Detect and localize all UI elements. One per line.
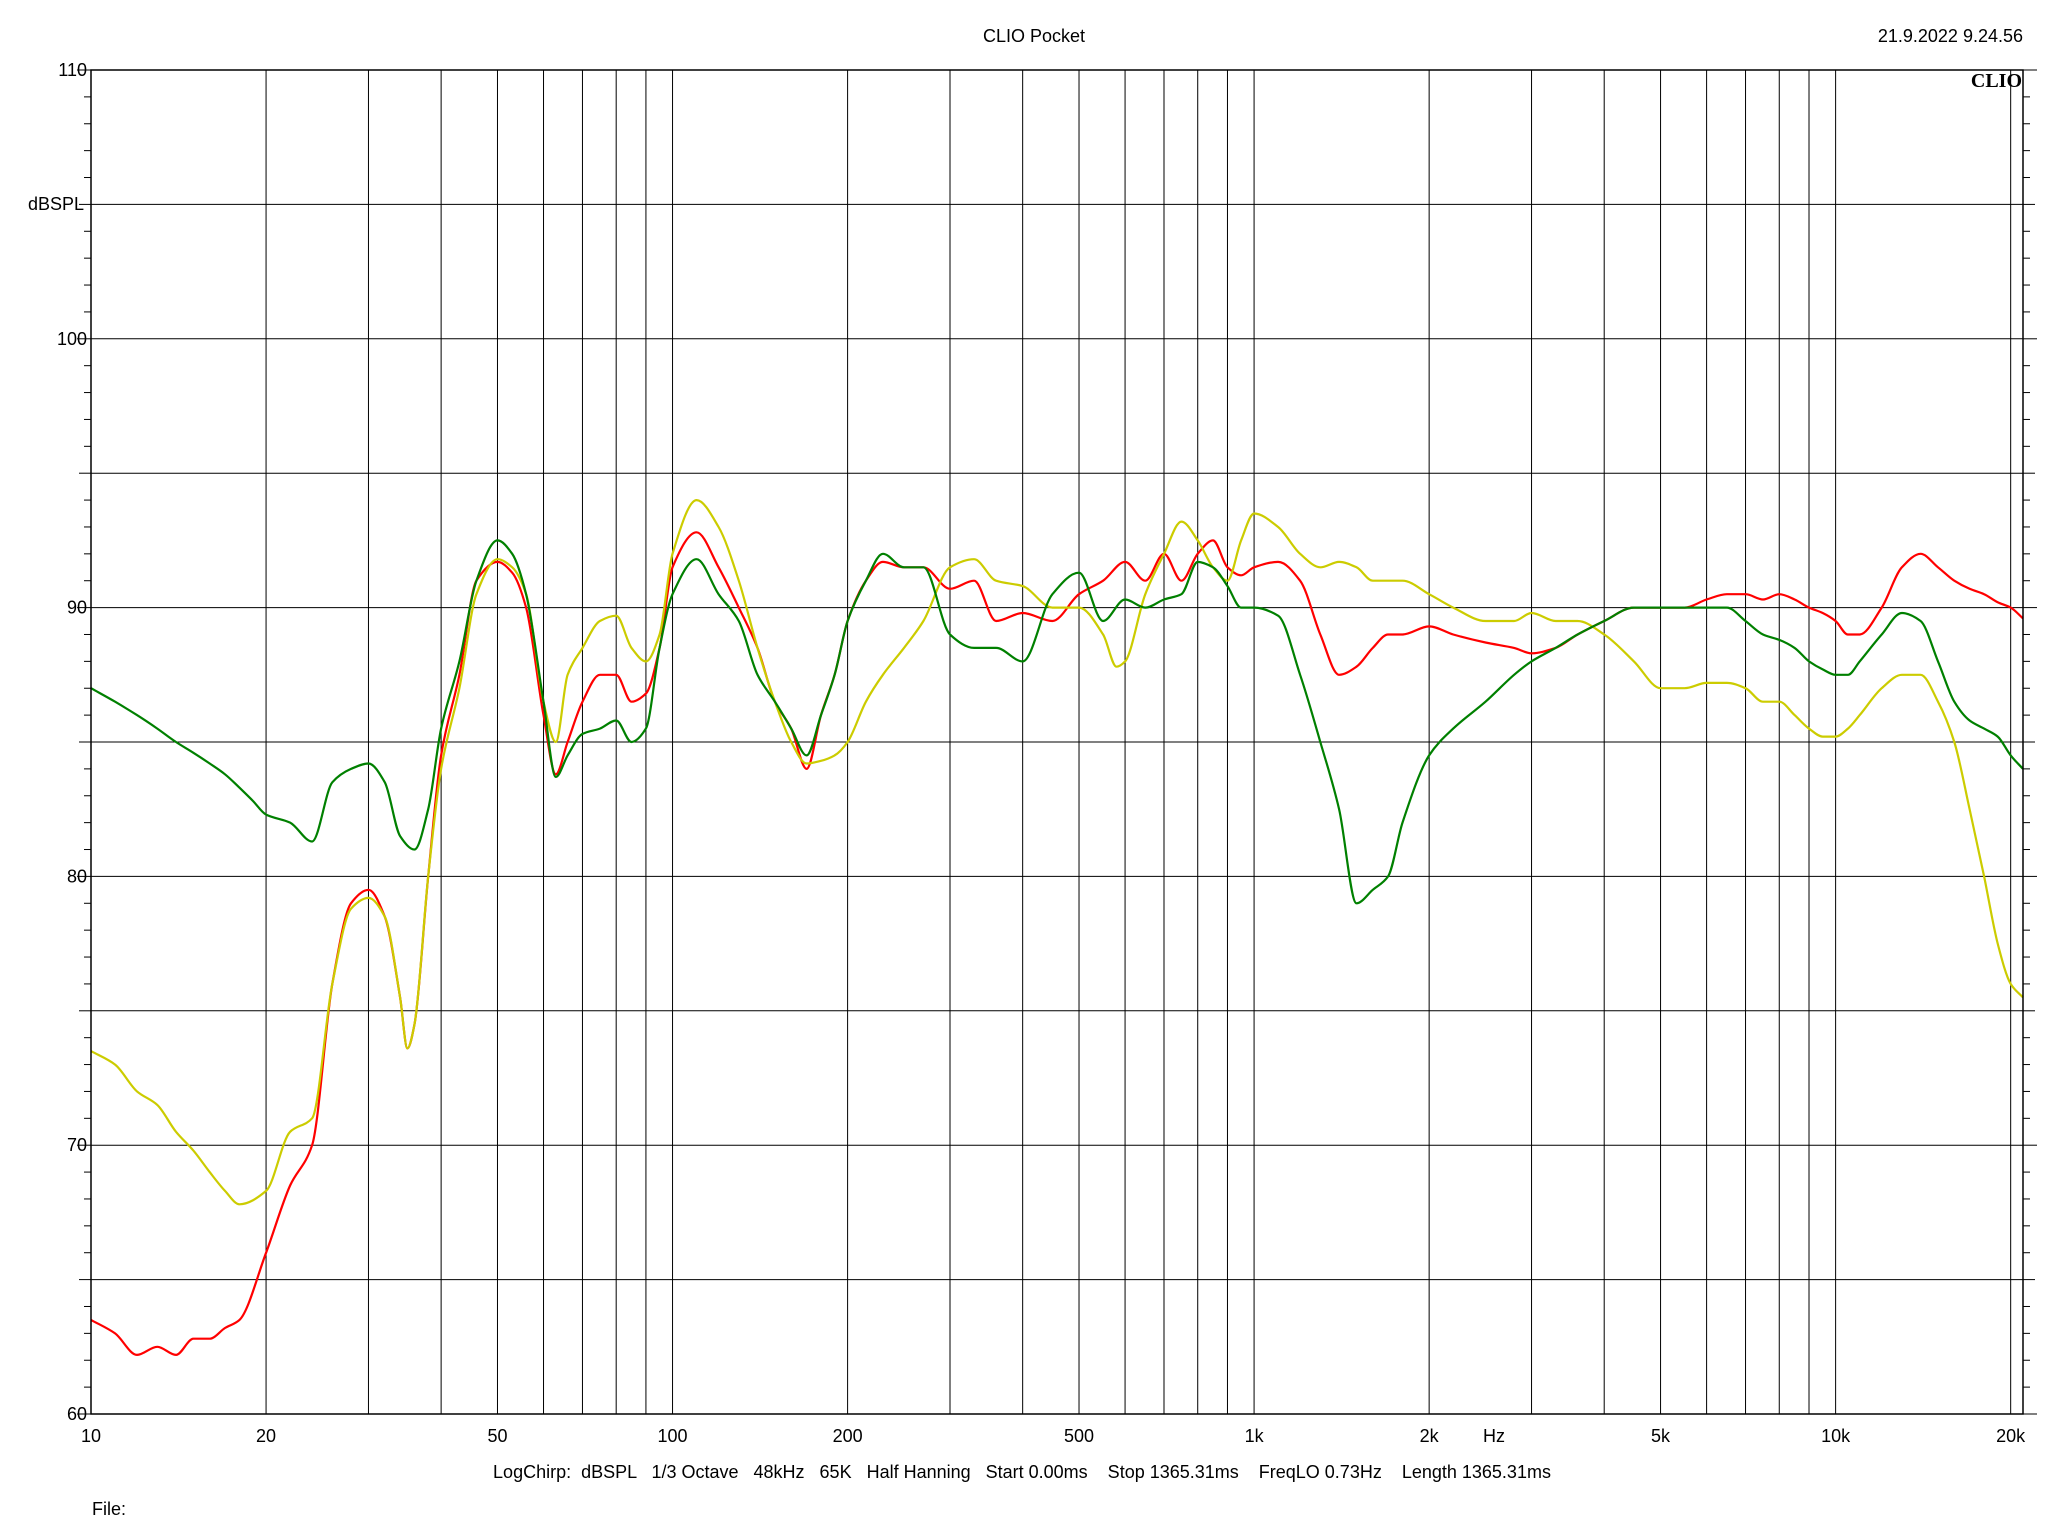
x-axis-labels: 10 20 50 100 200 500 1k 2k 5k 10k 20k — [81, 1426, 2026, 1446]
x-tick-label: 20k — [1996, 1426, 2026, 1446]
x-tick-label: 10 — [81, 1426, 101, 1446]
y-axis-label: dBSPL — [28, 194, 84, 214]
grid — [91, 70, 2023, 1414]
series-line-2 — [90, 499, 2024, 1206]
y-tick-label: 100 — [57, 329, 87, 349]
x-tick-label: 20 — [256, 1426, 276, 1446]
chart-title: CLIO Pocket — [983, 26, 1085, 46]
x-axis-label: Hz — [1483, 1426, 1505, 1446]
x-tick-label: 100 — [658, 1426, 688, 1446]
x-tick-label: 50 — [487, 1426, 507, 1446]
x-tick-label: 2k — [1420, 1426, 1440, 1446]
y-axis-labels: 60 70 80 90 100 110 — [57, 60, 87, 1424]
measurement-info: LogChirp: dBSPL 1/3 Octave 48kHz 65K Hal… — [493, 1462, 1551, 1482]
y-tick-label: 90 — [67, 598, 87, 618]
y-tick-label: 60 — [67, 1404, 87, 1424]
y-tick-label: 70 — [67, 1135, 87, 1155]
timestamp: 21.9.2022 9.24.56 — [1878, 26, 2023, 46]
series-line-1 — [90, 531, 2024, 1356]
y-tick-label: 110 — [58, 60, 87, 80]
x-tick-label: 1k — [1245, 1426, 1265, 1446]
plot-frame — [90, 69, 2024, 1415]
x-tick-label: 5k — [1651, 1426, 1671, 1446]
ticks — [77, 69, 2037, 1415]
x-tick-label: 10k — [1821, 1426, 1851, 1446]
series-line-3 — [90, 539, 2024, 905]
file-label: File: — [92, 1499, 126, 1519]
x-tick-label: 500 — [1064, 1426, 1094, 1446]
x-tick-label: 200 — [833, 1426, 863, 1446]
y-tick-label: 80 — [67, 866, 87, 886]
clio-logo: CLIO — [1971, 70, 2022, 92]
series-layer — [90, 499, 2024, 1356]
